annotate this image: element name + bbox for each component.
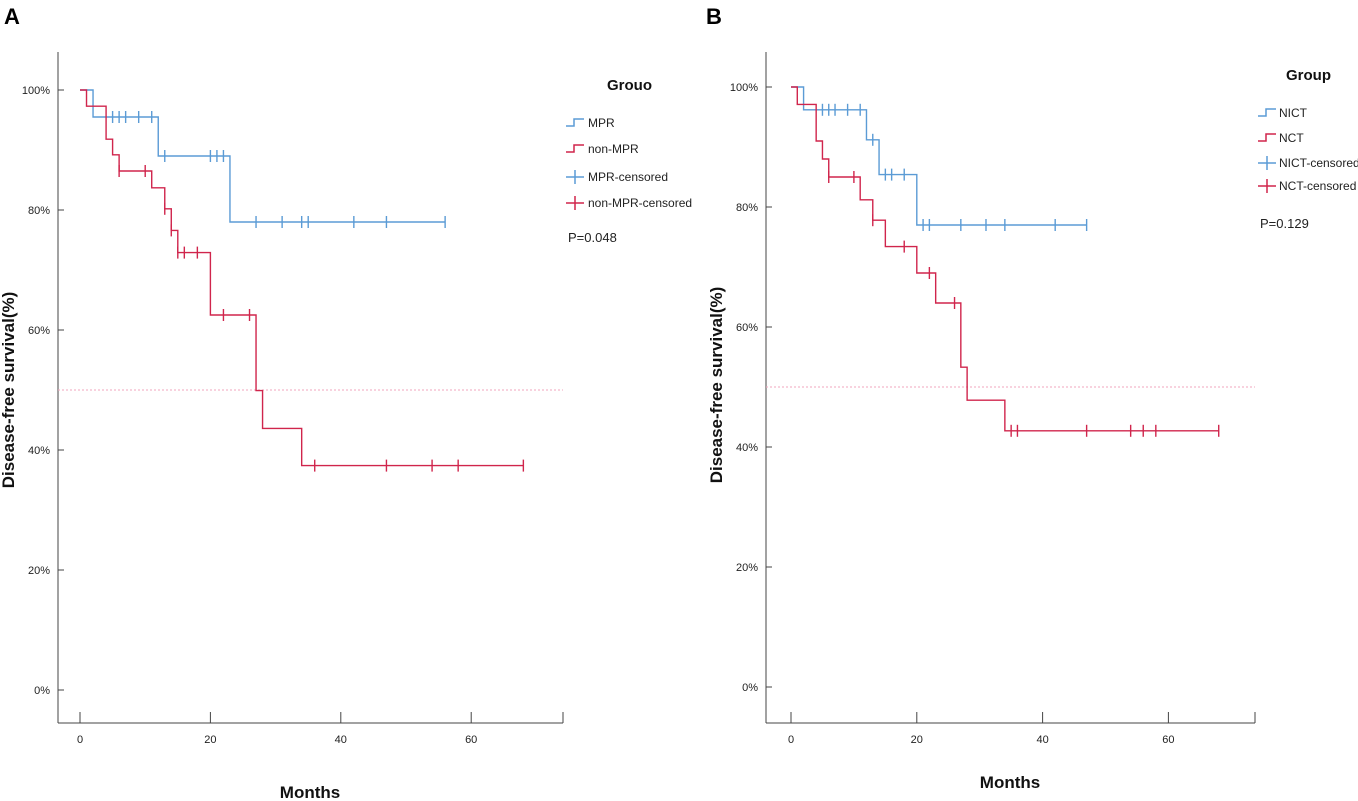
legend-swatch-nct-censored xyxy=(1258,179,1276,193)
legend-title-a: Grouo xyxy=(607,77,652,94)
panel-b: B 0% 20% 40% 60% 80% 100% 0 20 40 60 Disease-free… xyxy=(706,4,1358,792)
y-tick-label-a: 0% xyxy=(34,685,50,697)
legend-label-nict: NICT xyxy=(1279,106,1308,120)
x-tick-label-b: 40 xyxy=(1036,734,1048,746)
legend-swatch-non-mpr-censored xyxy=(566,196,584,210)
x-tick-label-a: 0 xyxy=(77,734,83,746)
survival-curve-non-mpr xyxy=(80,89,524,467)
legend-swatch-nct xyxy=(1258,133,1276,142)
legend-a: Grouo MPR non-MPR MPR-censored non-MPR-c… xyxy=(566,77,692,245)
x-tick-label-b: 0 xyxy=(788,734,794,746)
x-axis-title-b: Months xyxy=(980,773,1040,792)
legend-label-nct: NCT xyxy=(1279,131,1304,145)
x-axis-title-a: Months xyxy=(280,783,340,801)
panel-a: A 0% 20% 40% 60% 80% 100% 0 20 40 60 Disease-free… xyxy=(0,4,692,801)
legend-label-mpr: MPR xyxy=(588,116,615,130)
legend-swatch-mpr-censored xyxy=(566,170,584,184)
legend-swatch-mpr xyxy=(566,118,584,127)
y-tick-label-b: 80% xyxy=(736,202,758,214)
p-value-a: P=0.048 xyxy=(568,230,617,245)
y-tick-label-a: 40% xyxy=(28,445,50,457)
plot-area-b: 0% 20% 40% 60% 80% 100% 0 20 40 60 xyxy=(730,82,1255,746)
x-tick-label-b: 60 xyxy=(1162,734,1174,746)
legend-label-non-mpr-censored: non-MPR-censored xyxy=(588,196,692,210)
y-tick-label-b: 40% xyxy=(736,442,758,454)
x-tick-label-a: 40 xyxy=(335,734,347,746)
legend-label-non-mpr: non-MPR xyxy=(588,142,639,156)
y-tick-label-b: 100% xyxy=(730,82,758,94)
panel-label-a: A xyxy=(4,4,20,29)
p-value-b: P=0.129 xyxy=(1260,216,1309,231)
y-tick-label-a: 80% xyxy=(28,205,50,217)
legend-label-mpr-censored: MPR-censored xyxy=(588,170,668,184)
y-tick-label-a: 20% xyxy=(28,565,50,577)
y-tick-label-b: 60% xyxy=(736,322,758,334)
x-tick-label-b: 20 xyxy=(911,734,923,746)
legend-b: Group NICT NCT NICT-censored NCT-censore… xyxy=(1258,67,1358,231)
legend-label-nict-censored: NICT-censored xyxy=(1279,156,1358,170)
y-tick-label-b: 20% xyxy=(736,562,758,574)
y-tick-label-a: 60% xyxy=(28,325,50,337)
y-tick-label-a: 100% xyxy=(22,85,50,97)
legend-label-nct-censored: NCT-censored xyxy=(1279,179,1356,193)
legend-swatch-nict-censored xyxy=(1258,156,1276,170)
x-tick-label-a: 20 xyxy=(204,734,216,746)
y-axis-title-a: Disease-free survival(%) xyxy=(0,292,18,489)
y-tick-label-b: 0% xyxy=(742,682,758,694)
y-axis-title-b: Disease-free survival(%) xyxy=(707,287,726,484)
legend-title-b: Group xyxy=(1286,67,1331,84)
x-tick-label-a: 60 xyxy=(465,734,477,746)
legend-swatch-non-mpr xyxy=(566,144,584,153)
plot-area-a: 0% 20% 40% 60% 80% 100% 0 20 40 60 xyxy=(22,85,563,746)
survival-curve-nct xyxy=(791,86,1219,432)
survival-curve-mpr xyxy=(80,89,446,223)
legend-swatch-nict xyxy=(1258,108,1276,117)
panel-label-b: B xyxy=(706,4,722,29)
